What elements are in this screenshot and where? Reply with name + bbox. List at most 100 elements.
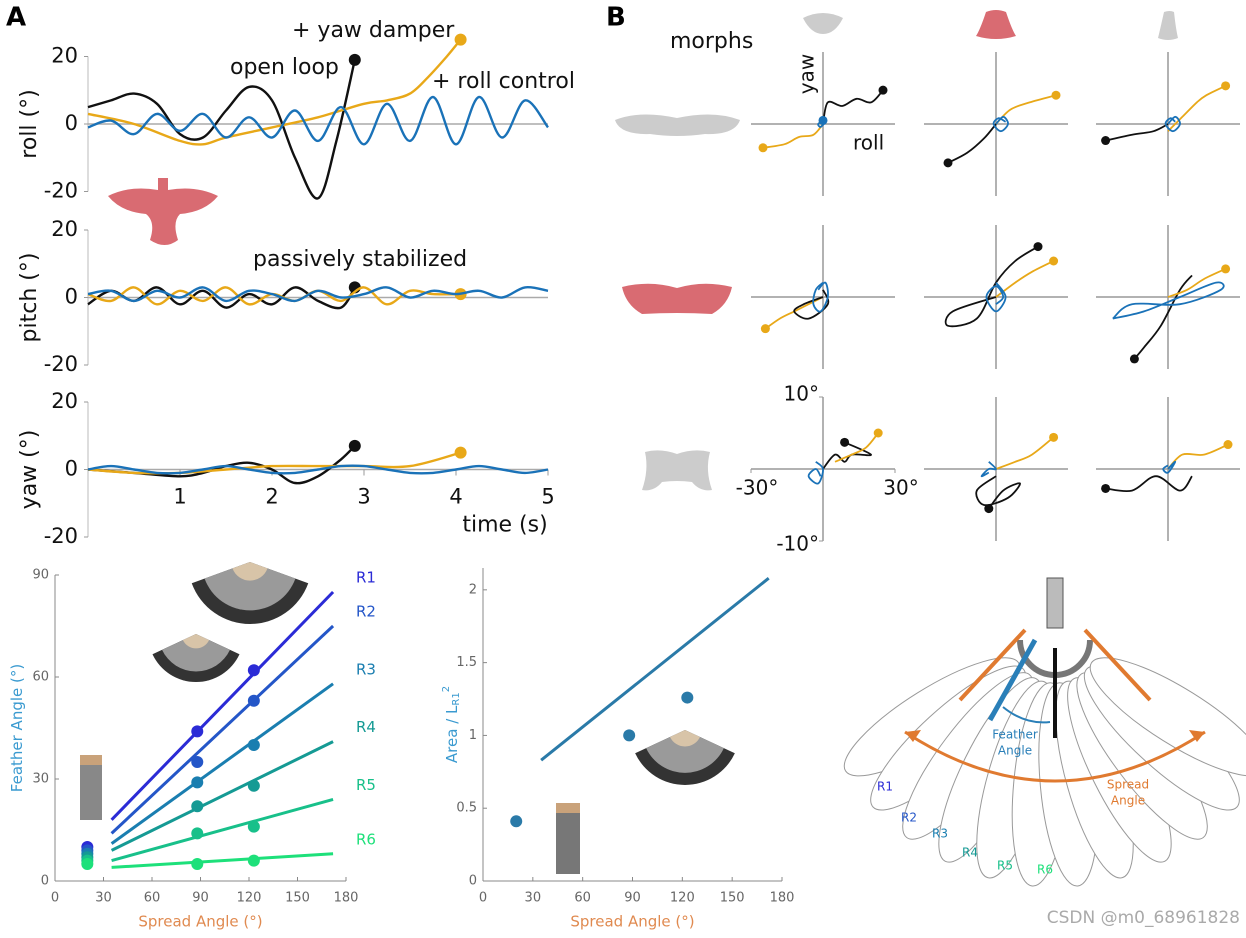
mount xyxy=(1046,577,1064,629)
x-tick-label: 180 xyxy=(770,891,795,906)
data-point xyxy=(681,691,694,704)
trajectory xyxy=(1162,460,1177,474)
end-marker xyxy=(943,158,953,168)
series-label: + roll control xyxy=(432,69,575,94)
edge-line xyxy=(958,628,1027,702)
end-marker xyxy=(454,33,467,46)
trajectory xyxy=(975,475,1021,510)
y-tick-label: -20 xyxy=(44,352,78,376)
feather-label: R5 xyxy=(997,859,1013,873)
trajectory xyxy=(1167,84,1227,132)
y-axis-label: Feather Angle (°) xyxy=(8,664,26,792)
trajectory xyxy=(1112,281,1225,320)
trajectory xyxy=(822,89,884,125)
x-tick-label: 150 xyxy=(720,891,745,906)
morph-icon xyxy=(622,283,732,314)
data-point xyxy=(191,776,204,789)
trajectory xyxy=(1133,274,1193,360)
end-marker xyxy=(1223,440,1233,450)
y-tick-label: -10° xyxy=(776,532,819,556)
y-axis-label: roll (°) xyxy=(17,89,42,158)
y-axis-label: Area / LR12 xyxy=(441,686,462,763)
data-point xyxy=(191,858,204,870)
y-tick-label: 1 xyxy=(469,728,477,743)
morph-icon xyxy=(1158,11,1178,40)
x-tick-label: 120 xyxy=(670,891,695,906)
y-tick-label: 60 xyxy=(32,670,49,685)
x-tick-label: 0 xyxy=(479,891,487,906)
feather-angle-label: Feather xyxy=(992,728,1038,742)
trajectory xyxy=(1167,443,1229,470)
x-tick-label: 60 xyxy=(574,891,591,906)
trajectory xyxy=(944,245,1039,328)
arrow-head xyxy=(905,730,921,742)
y-tick-label: 10° xyxy=(784,382,819,406)
x-tick-label: 3 xyxy=(357,485,370,509)
x-axis-label: Spread Angle (°) xyxy=(138,913,262,931)
end-marker xyxy=(758,143,768,153)
photo-strip xyxy=(556,803,580,813)
x-tick-label: -30° xyxy=(736,476,779,500)
end-marker xyxy=(1051,90,1061,100)
x-tick-label: 4 xyxy=(449,485,462,509)
end-marker xyxy=(878,85,888,95)
morph-icon xyxy=(803,13,843,34)
end-marker xyxy=(873,428,883,438)
end-marker xyxy=(348,439,361,452)
end-marker xyxy=(1101,136,1111,146)
photos xyxy=(80,562,735,874)
feather-label: R4 xyxy=(962,846,978,860)
x-tick-label: 5 xyxy=(541,485,554,509)
y-axis-label-text: Area / L xyxy=(443,705,461,763)
data-point xyxy=(247,820,260,833)
y-tick-label: 0 xyxy=(65,285,78,309)
y-axis-label-sup: 2 xyxy=(441,686,452,692)
y-axis-label-sub: R1 xyxy=(451,692,462,705)
end-marker xyxy=(1049,432,1059,442)
x-tick-label: 30 xyxy=(95,891,112,906)
panel-label: B xyxy=(606,3,626,33)
watermark: CSDN @m0_68961828 xyxy=(1047,908,1240,928)
trajectory xyxy=(834,432,879,463)
x-axis-label: time (s) xyxy=(462,513,547,538)
trajectory xyxy=(807,461,824,485)
series-label: R1 xyxy=(356,569,376,587)
y-tick-label: 0.5 xyxy=(456,801,477,816)
series-line xyxy=(87,464,549,475)
series-label: R6 xyxy=(356,830,376,848)
series-line xyxy=(87,286,549,303)
y-axis-label-text: Feather Angle (°) xyxy=(8,664,26,792)
data-point xyxy=(247,694,260,707)
y-tick-label: 30 xyxy=(32,772,49,787)
bird-icon xyxy=(108,178,218,245)
trajectory xyxy=(980,461,997,478)
data-point xyxy=(191,756,204,768)
data-point xyxy=(81,858,94,870)
x-axis-label: Spread Angle (°) xyxy=(570,913,694,931)
y-tick-label: -20 xyxy=(44,524,78,548)
fit-line xyxy=(110,590,335,821)
feather-label: R2 xyxy=(901,811,917,825)
y-axis-label: pitch (°) xyxy=(17,253,42,343)
data-point xyxy=(247,779,260,792)
end-marker xyxy=(1221,264,1231,274)
end-marker xyxy=(1049,256,1059,266)
title: morphs xyxy=(670,29,753,54)
trajectory xyxy=(985,282,1007,313)
end-marker xyxy=(1033,242,1043,252)
y-tick-label: 90 xyxy=(32,568,49,583)
x-axis-label: roll xyxy=(853,131,884,155)
series-line xyxy=(87,59,356,200)
trajectory xyxy=(995,436,1055,470)
end-marker xyxy=(1101,483,1111,493)
x-tick-label: 30 xyxy=(525,891,542,906)
photo-strip xyxy=(556,806,580,874)
y-tick-label: 0 xyxy=(65,111,78,135)
end-marker xyxy=(840,437,850,447)
y-tick-label: 0 xyxy=(41,874,49,889)
fit-line xyxy=(110,624,335,835)
photo-fan xyxy=(670,730,700,747)
morph-icon xyxy=(642,450,712,491)
feather-label: R6 xyxy=(1037,863,1053,877)
